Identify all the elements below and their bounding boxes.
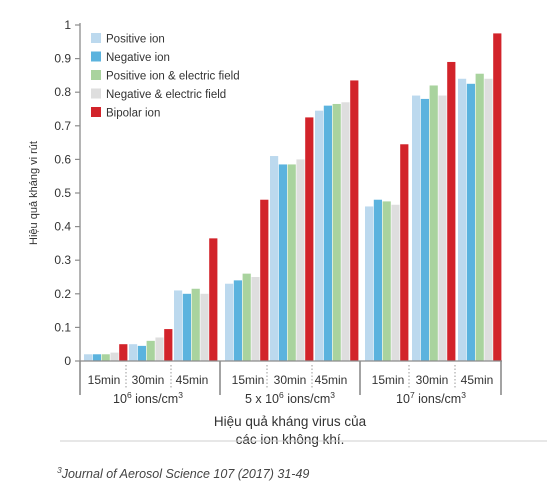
bar [475,73,484,361]
bar [182,293,191,361]
bar [251,277,260,361]
x-tick-label: 30min [416,373,449,387]
bar [350,80,359,361]
x-tick-label: 15min [88,373,121,387]
bar [242,273,251,361]
bar [305,117,314,362]
bar [484,78,493,361]
bar [164,329,173,361]
x-tick-label: 30min [274,373,307,387]
y-tick-label: 0.6 [54,152,71,166]
bar [341,102,350,361]
x-tick-label: 15min [232,373,265,387]
citation-marker: 3 [57,465,62,475]
bar [391,204,400,361]
bar [92,354,101,361]
group-label-unit: ions/cm [415,392,462,406]
bar [315,110,324,362]
y-tick-label: 0.8 [54,85,71,99]
legend-label: Positive ion & electric field [106,71,240,83]
legend-label: Negative & electric field [106,89,226,101]
bar [137,345,146,361]
citation: 3Journal of Aerosol Science 107 (2017) 3… [57,465,309,481]
bar [365,206,374,361]
group-label-base: 10 [113,392,127,406]
bar [429,85,438,361]
citation-text: Journal of Aerosol Science 107 (2017) 31… [61,467,310,481]
legend-label: Positive ion [106,34,165,46]
x-tick-label: 30min [132,373,165,387]
y-tick-label: 0.9 [54,52,71,66]
y-tick-label: 0.1 [54,320,71,334]
legend-swatch [91,70,101,80]
y-tick-label: 1 [64,18,71,32]
group-label-exponent: 6 [127,390,132,400]
bar [323,105,332,361]
group-label-exponent: 6 [279,390,284,400]
bar [438,95,447,361]
x-axis-title-line: các ion không khí. [236,432,345,447]
y-tick-label: 0 [64,354,71,368]
bar [332,103,341,362]
bar [458,78,467,361]
bar [493,33,502,362]
legend-swatch [91,51,101,62]
legend-swatch [91,33,101,43]
group-label-unit: ions/cm [132,392,179,406]
x-tick-label: 45min [176,373,209,387]
bar [84,354,93,361]
group-label-base: 10 [396,392,410,406]
bar [233,280,242,361]
bar [200,293,209,361]
bar [382,201,391,361]
bar [412,95,421,361]
bar [155,337,164,361]
group-label: 107 ions/cm3 [396,390,466,406]
group-label-unit-exponent: 3 [178,390,183,400]
y-tick-label: 0.2 [54,287,71,301]
group-label: 106 ions/cm3 [113,390,183,406]
bar [466,83,475,362]
group-label-unit-exponent: 3 [461,390,466,400]
y-axis-title: Hiệu quả kháng vi rút [28,141,40,245]
legend-swatch [91,107,101,117]
legend-label: Bipolar ion [106,108,160,120]
legend-label: Negative ion [106,52,170,64]
bar [174,290,183,361]
bar [110,352,119,361]
bar [296,159,305,361]
bar [191,288,200,361]
bar [119,344,128,361]
bar [209,238,218,361]
bar [373,199,382,361]
y-tick-label: 0.5 [54,186,71,200]
group-label-unit-exponent: 3 [330,390,335,400]
group-label-unit: ions/cm [284,392,331,406]
y-tick-label: 0.3 [54,253,71,267]
x-tick-label: 45min [461,373,494,387]
bar [447,61,456,362]
bar [101,354,110,361]
bar [129,344,138,361]
group-label: 5 x 106 ions/cm3 [245,390,335,406]
bar [400,144,409,361]
group-label-exponent: 7 [410,390,415,400]
x-axis-title-line: Hiệu quả kháng virus của [214,414,367,429]
y-tick-label: 0.4 [54,220,71,234]
x-tick-label: 45min [315,373,348,387]
bar [278,164,287,361]
group-label-base: 5 x 10 [245,392,279,406]
bar [260,199,269,361]
bar [270,156,279,361]
y-tick-label: 0.7 [54,119,71,133]
x-tick-label: 15min [372,373,405,387]
legend-swatch [91,88,101,99]
bar [287,164,296,361]
bar [146,340,155,361]
bar [420,98,429,362]
bar [225,283,234,361]
